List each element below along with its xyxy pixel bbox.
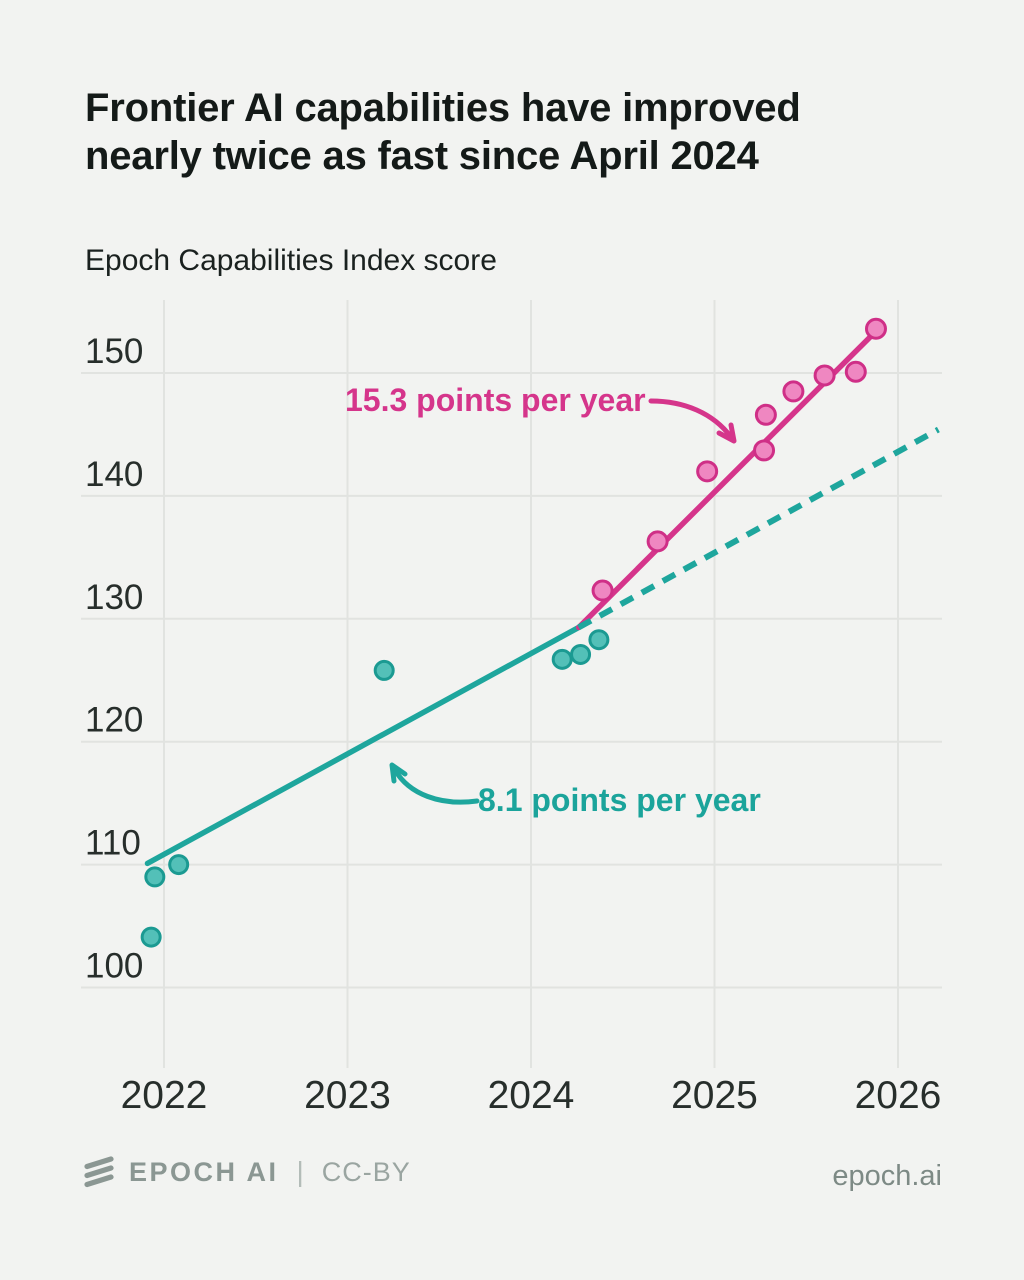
annotation-slow-slope: 8.1 points per year: [478, 782, 761, 818]
trend-line-teal-solid: [144, 624, 582, 867]
svg-text:100: 100: [85, 947, 143, 986]
svg-text:140: 140: [85, 455, 143, 494]
footer: EPOCH AI | CC-BY: [83, 1152, 411, 1192]
footer-divider: |: [296, 1156, 304, 1187]
x-axis-tick-labels: 2022 2023 2024 2025 2026: [121, 1074, 942, 1117]
series-teal-points: [140, 629, 610, 948]
gridlines: [81, 300, 942, 1068]
website-url: epoch.ai: [832, 1160, 942, 1192]
svg-text:2026: 2026: [855, 1074, 942, 1117]
svg-text:2023: 2023: [304, 1074, 391, 1117]
page-title: Frontier AI capabilities have improved n…: [85, 84, 801, 180]
svg-text:110: 110: [85, 824, 141, 863]
epoch-ai-logo-icon: [84, 1156, 114, 1188]
svg-text:2024: 2024: [488, 1074, 575, 1117]
svg-text:130: 130: [85, 578, 143, 617]
brand-name: EPOCH AI: [129, 1156, 279, 1187]
arrowhead-pink: [716, 422, 737, 444]
arrowhead-teal: [389, 762, 408, 784]
page-title-line1: Frontier AI capabilities have improved: [85, 86, 801, 130]
license-label: CC-BY: [321, 1156, 411, 1187]
arrow-to-teal-line: [392, 767, 480, 805]
axis-title: Epoch Capabilities Index score: [85, 244, 497, 277]
y-axis-tick-labels: 100 110 120 130 140 150: [85, 332, 143, 986]
annotation-arrows: [389, 398, 737, 805]
annotation-fast-slope: 15.3 points per year: [345, 382, 646, 418]
svg-text:2022: 2022: [121, 1074, 208, 1117]
svg-text:150: 150: [85, 332, 143, 371]
series-pink-points: [591, 317, 887, 602]
page-title-line2: nearly twice as fast since April 2024: [85, 134, 759, 178]
arrow-to-pink-line: [648, 398, 734, 440]
svg-text:120: 120: [85, 701, 143, 740]
trend-line-teal-dashed: [577, 426, 940, 631]
svg-text:2025: 2025: [671, 1074, 758, 1117]
